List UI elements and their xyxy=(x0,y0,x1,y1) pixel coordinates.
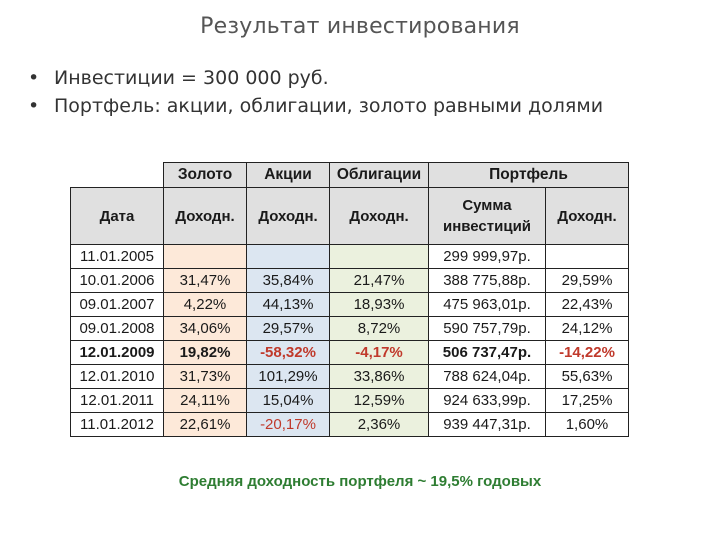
cell-gold-return: 19,82% xyxy=(163,340,247,365)
cell-portfolio-return: 29,59% xyxy=(545,268,629,293)
group-header-row: Золото Акции Облигации Портфель xyxy=(70,162,629,188)
cell-bonds-return: -4,17% xyxy=(329,340,429,365)
cell-gold-return: 24,11% xyxy=(163,388,247,413)
sum-header-line1: Сумма xyxy=(462,197,512,214)
cell-stocks-return xyxy=(246,244,330,269)
table-row: 11.01.2005 299 999,97р. xyxy=(70,244,629,269)
cell-investment-sum: 388 775,88р. xyxy=(428,268,546,293)
column-header-gold-return: Доходн. xyxy=(163,187,247,245)
group-header-stocks: Акции xyxy=(246,162,330,188)
cell-date: 12.01.2009 xyxy=(70,340,164,365)
cell-portfolio-return: 1,60% xyxy=(545,412,629,437)
cell-gold-return: 31,73% xyxy=(163,364,247,389)
cell-stocks-return: -58,32% xyxy=(246,340,330,365)
cell-portfolio-return: 17,25% xyxy=(545,388,629,413)
cell-bonds-return: 18,93% xyxy=(329,292,429,317)
group-header-bonds: Облигации xyxy=(329,162,429,188)
cell-investment-sum: 924 633,99р. xyxy=(428,388,546,413)
cell-date: 10.01.2006 xyxy=(70,268,164,293)
group-header-portfolio: Портфель xyxy=(428,162,629,188)
cell-gold-return: 31,47% xyxy=(163,268,247,293)
cell-gold-return: 34,06% xyxy=(163,316,247,341)
cell-date: 09.01.2008 xyxy=(70,316,164,341)
cell-date: 11.01.2005 xyxy=(70,244,164,269)
cell-portfolio-return: 22,43% xyxy=(545,292,629,317)
column-header-portfolio-return: Доходн. xyxy=(545,187,629,245)
bullet-text: Инвестиции = 300 000 руб. xyxy=(54,67,329,89)
sum-header-line2: инвестиций xyxy=(442,218,532,235)
cell-investment-sum: 475 963,01р. xyxy=(428,292,546,317)
investment-table: Золото Акции Облигации Портфель Дата Дох… xyxy=(70,162,629,437)
footer-note: Средняя доходность портфеля ~ 19,5% годо… xyxy=(178,473,542,490)
cell-bonds-return: 21,47% xyxy=(329,268,429,293)
cell-stocks-return: 35,84% xyxy=(246,268,330,293)
table-row: 10.01.2006 31,47% 35,84% 21,47% 388 775,88р.… xyxy=(70,268,629,293)
table-body: 11.01.2005 299 999,97р. 10.01.2006 31,47% 35… xyxy=(70,244,629,437)
cell-investment-sum: 939 447,31р. xyxy=(428,412,546,437)
column-header-date: Дата xyxy=(70,187,164,245)
table-row: 12.01.2010 31,73% 101,29% 33,86% 788 624,04р… xyxy=(70,364,629,389)
bullet-list: • Инвестиции = 300 000 руб. • Портфель: ак… xyxy=(28,64,698,120)
cell-investment-sum: 590 757,79р. xyxy=(428,316,546,341)
column-header-stocks-return: Доходн. xyxy=(246,187,330,245)
cell-stocks-return: 101,29% xyxy=(246,364,330,389)
column-header-investment-sum: Сумма инвестиций xyxy=(428,187,546,245)
cell-bonds-return xyxy=(329,244,429,269)
cell-stocks-return: 29,57% xyxy=(246,316,330,341)
cell-date: 12.01.2010 xyxy=(70,364,164,389)
bullet-item: • Инвестиции = 300 000 руб. xyxy=(28,64,698,92)
table-row: 09.01.2008 34,06% 29,57% 8,72% 590 757,79р. 2… xyxy=(70,316,629,341)
cell-gold-return xyxy=(163,244,247,269)
table-row: 09.01.2007 4,22% 44,13% 18,93% 475 963,01р. 2… xyxy=(70,292,629,317)
cell-investment-sum: 299 999,97р. xyxy=(428,244,546,269)
cell-stocks-return: 44,13% xyxy=(246,292,330,317)
cell-bonds-return: 12,59% xyxy=(329,388,429,413)
cell-date: 11.01.2012 xyxy=(70,412,164,437)
cell-investment-sum: 788 624,04р. xyxy=(428,364,546,389)
cell-stocks-return: -20,17% xyxy=(246,412,330,437)
cell-investment-sum: 506 737,47р. xyxy=(428,340,546,365)
cell-date: 09.01.2007 xyxy=(70,292,164,317)
column-header-row: Дата Доходн. Доходн. Доходн. Сумма инвест… xyxy=(70,187,629,245)
cell-portfolio-return: -14,22% xyxy=(545,340,629,365)
cell-bonds-return: 8,72% xyxy=(329,316,429,341)
cell-portfolio-return: 55,63% xyxy=(545,364,629,389)
table-row: 12.01.2011 24,11% 15,04% 12,59% 924 633,99р.… xyxy=(70,388,629,413)
cell-bonds-return: 2,36% xyxy=(329,412,429,437)
cell-gold-return: 22,61% xyxy=(163,412,247,437)
group-header-gold: Золото xyxy=(163,162,247,188)
cell-date: 12.01.2011 xyxy=(70,388,164,413)
bullet-item: • Портфель: акции, облигации, золото равн… xyxy=(28,92,698,120)
cell-portfolio-return: 24,12% xyxy=(545,316,629,341)
slide-title: Результат инвестирования xyxy=(200,14,520,39)
table-row: 12.01.2009 19,82% -58,32% -4,17% 506 737,47р… xyxy=(70,340,629,365)
bullet-dot: • xyxy=(28,95,40,117)
cell-bonds-return: 33,86% xyxy=(329,364,429,389)
bullet-dot: • xyxy=(28,67,40,89)
cell-stocks-return: 15,04% xyxy=(246,388,330,413)
corner-cell xyxy=(70,162,164,188)
cell-portfolio-return xyxy=(545,244,629,269)
cell-gold-return: 4,22% xyxy=(163,292,247,317)
column-header-bonds-return: Доходн. xyxy=(329,187,429,245)
table-row: 11.01.2012 22,61% -20,17% 2,36% 939 447,31р.… xyxy=(70,412,629,437)
bullet-text: Портфель: акции, облигации, золото равны… xyxy=(54,95,604,117)
